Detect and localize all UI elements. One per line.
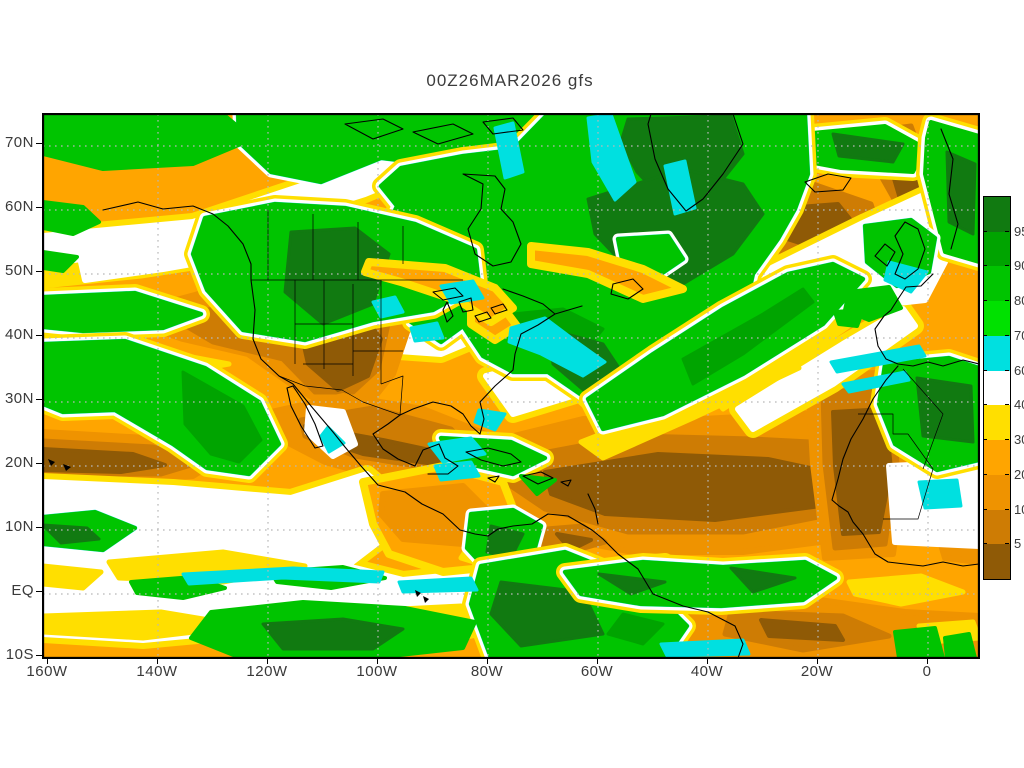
x-axis-label: 60W bbox=[580, 663, 614, 680]
x-axis-label: 20W bbox=[800, 663, 834, 680]
colorbar-swatch bbox=[984, 301, 1010, 336]
colorbar-label: 40 bbox=[1014, 397, 1024, 413]
coastlines bbox=[48, 114, 979, 658]
y-axis-tick bbox=[36, 143, 42, 144]
x-axis-label: 0 bbox=[922, 663, 932, 680]
y-axis-tick bbox=[36, 207, 42, 208]
x-axis-tick bbox=[47, 658, 48, 664]
y-axis-tick bbox=[36, 271, 42, 272]
cyan-contour-patches bbox=[181, 114, 963, 658]
x-axis-label: 80W bbox=[470, 663, 504, 680]
colorbar-tick bbox=[1005, 543, 1009, 545]
colorbar-swatch bbox=[984, 509, 1010, 545]
colorbar-tick bbox=[983, 404, 987, 406]
colorbar-label: 5 bbox=[1014, 536, 1022, 552]
x-axis-tick bbox=[707, 658, 708, 664]
x-axis-tick bbox=[377, 658, 378, 664]
y-axis-tick bbox=[36, 527, 42, 528]
colorbar-tick bbox=[983, 300, 987, 302]
y-axis-label: 30N bbox=[4, 390, 34, 407]
colorbar-swatch bbox=[984, 197, 1010, 232]
colorbar-tick bbox=[983, 508, 987, 510]
colorbar-tick bbox=[983, 543, 987, 545]
y-axis-tick bbox=[36, 655, 42, 656]
y-axis-label: 10S bbox=[5, 646, 34, 663]
colorbar bbox=[983, 196, 1011, 580]
y-axis-label: 20N bbox=[4, 454, 34, 471]
y-axis-label: EQ bbox=[11, 582, 34, 599]
gridlines bbox=[43, 114, 979, 658]
colorbar-tick bbox=[1005, 473, 1009, 475]
y-axis-label: 70N bbox=[4, 134, 34, 151]
moist-contour-regions bbox=[43, 114, 979, 658]
colorbar-swatch bbox=[984, 405, 1010, 441]
run-title: 00Z26MAR2026 gfs bbox=[426, 71, 594, 90]
colorbar-swatch bbox=[984, 440, 1010, 475]
colorbar-tick bbox=[983, 265, 987, 267]
x-axis-label: 120W bbox=[246, 663, 288, 680]
colorbar-swatch bbox=[984, 544, 1010, 580]
humidity-map-canvas bbox=[42, 113, 980, 659]
x-axis-tick bbox=[487, 658, 488, 664]
map-frame bbox=[42, 113, 980, 659]
colorbar-label: 90 bbox=[1014, 258, 1024, 274]
colorbar-label: 20 bbox=[1014, 466, 1024, 482]
colorbar-tick bbox=[1005, 265, 1009, 267]
y-axis-tick bbox=[36, 591, 42, 592]
map-border bbox=[42, 113, 980, 659]
x-axis-label: 140W bbox=[136, 663, 178, 680]
colorbar-tick bbox=[983, 369, 987, 371]
x-axis-tick bbox=[927, 658, 928, 664]
y-axis-label: 50N bbox=[4, 262, 34, 279]
colorbar-label: 95 bbox=[1014, 223, 1024, 239]
y-axis-label: 60N bbox=[4, 198, 34, 215]
colorbar-tick bbox=[983, 334, 987, 336]
colorbar-swatch bbox=[984, 474, 1010, 510]
colorbar-tick bbox=[1005, 230, 1009, 232]
colorbar-swatch bbox=[984, 370, 1010, 406]
y-axis-tick bbox=[36, 399, 42, 400]
political-borders bbox=[251, 210, 944, 520]
colorbar-tick bbox=[983, 439, 987, 441]
x-axis-tick bbox=[817, 658, 818, 664]
y-axis-label: 40N bbox=[4, 326, 34, 343]
colorbar-tick bbox=[983, 230, 987, 232]
y-axis-label: 10N bbox=[4, 518, 34, 535]
x-axis-tick bbox=[267, 658, 268, 664]
x-axis-label: 40W bbox=[690, 663, 724, 680]
colorbar-label: 30 bbox=[1014, 432, 1024, 448]
x-axis-tick bbox=[597, 658, 598, 664]
colorbar-tick bbox=[1005, 404, 1009, 406]
colorbar-swatch bbox=[984, 231, 1010, 267]
colorbar-tick bbox=[983, 473, 987, 475]
colorbar-label: 60 bbox=[1014, 362, 1024, 378]
colorbar-label: 70 bbox=[1014, 327, 1024, 343]
x-axis-label: 100W bbox=[356, 663, 398, 680]
colorbar-tick bbox=[1005, 334, 1009, 336]
colorbar-swatch bbox=[984, 266, 1010, 302]
colorbar-label: 10 bbox=[1014, 501, 1024, 517]
x-axis-tick bbox=[157, 658, 158, 664]
colorbar-tick bbox=[1005, 439, 1009, 441]
colorbar-tick bbox=[1005, 300, 1009, 302]
y-axis-tick bbox=[36, 335, 42, 336]
colorbar-tick bbox=[1005, 369, 1009, 371]
colorbar-tick bbox=[1005, 508, 1009, 510]
x-axis-label: 160W bbox=[26, 663, 68, 680]
colorbar-label: 80 bbox=[1014, 293, 1024, 309]
colorbar-swatch bbox=[984, 335, 1010, 371]
y-axis-tick bbox=[36, 463, 42, 464]
